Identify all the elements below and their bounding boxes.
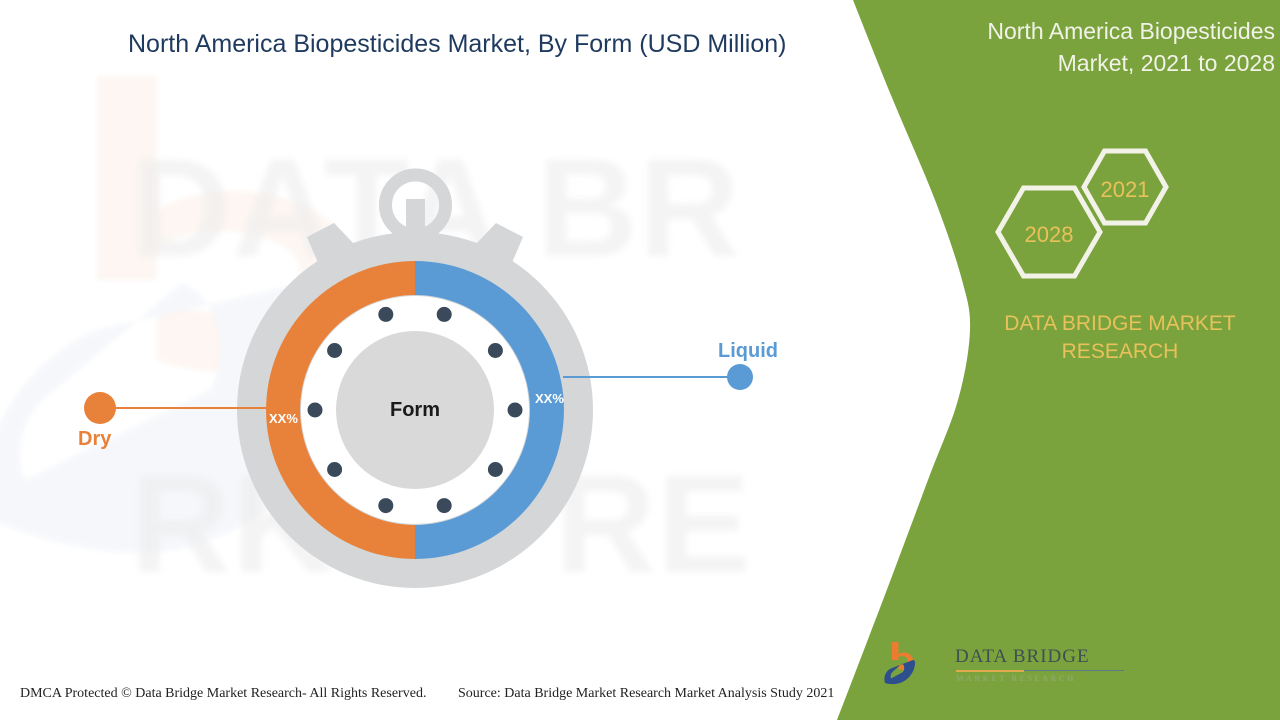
- svg-text:XX%: XX%: [535, 391, 564, 406]
- svg-text:XX%: XX%: [269, 411, 298, 426]
- svg-text:Form: Form: [390, 399, 440, 421]
